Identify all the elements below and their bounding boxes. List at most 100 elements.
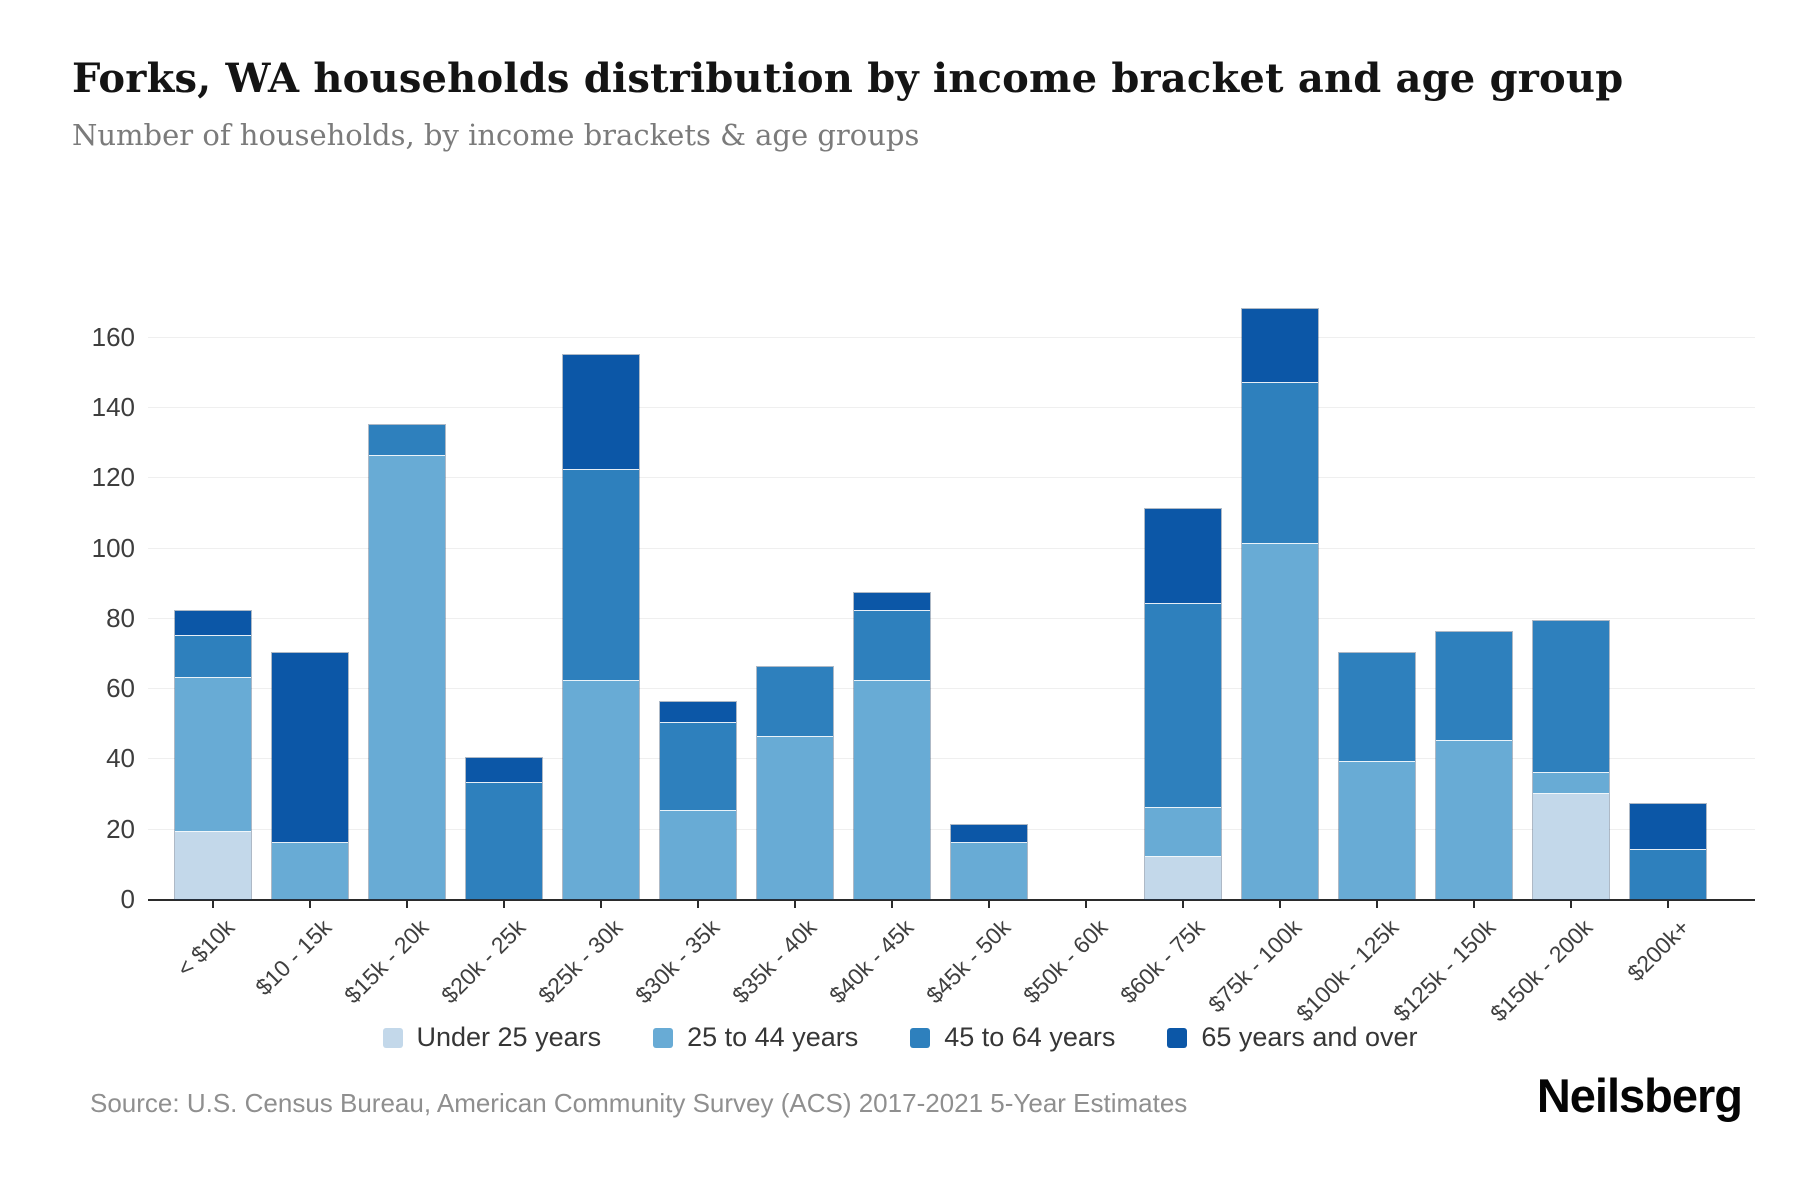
- x-axis-tick: [891, 901, 893, 908]
- gridline: [148, 407, 1755, 409]
- x-axis-tick-label: $75k - 100k: [1203, 914, 1307, 1018]
- x-axis-tick-label: $200k+: [1622, 914, 1695, 987]
- x-axis-tick: [406, 901, 408, 908]
- y-axis-tick-label: 100: [91, 532, 135, 563]
- bar-segment: [660, 723, 736, 812]
- x-axis-tick-label: $50k - 60k: [1018, 914, 1113, 1009]
- bar-125k-150k: [1435, 631, 1513, 900]
- bar-segment: [854, 593, 930, 611]
- bar-segment: [660, 811, 736, 899]
- x-axis-tick: [1279, 901, 1281, 908]
- y-axis-tick-label: 80: [106, 602, 135, 633]
- legend-item[interactable]: 45 to 64 years: [910, 1022, 1115, 1053]
- x-axis-tick-label: $100k - 125k: [1290, 914, 1404, 1027]
- bar-segment: [1145, 603, 1221, 808]
- x-axis-tick-label: $60k - 75k: [1115, 914, 1210, 1009]
- bar-25k-30k: [562, 353, 640, 900]
- bar-segment: [563, 354, 639, 471]
- y-axis-tick-label: 0: [120, 884, 135, 914]
- bar-segment: [1339, 653, 1415, 762]
- bar-segment: [563, 470, 639, 682]
- bar-segment: [757, 737, 833, 899]
- bar-45k-50k: [950, 824, 1028, 900]
- x-axis-line: [148, 899, 1755, 901]
- bar-segment: [757, 667, 833, 738]
- page-title: Forks, WA households distribution by inc…: [72, 55, 1624, 102]
- bar-10k: [174, 609, 252, 901]
- x-axis-tick: [794, 901, 796, 908]
- bar-35k-40k: [756, 666, 834, 900]
- gridline: [148, 758, 1755, 760]
- bar-segment: [660, 702, 736, 724]
- x-axis-tick: [1376, 901, 1378, 908]
- x-axis-tick: [988, 901, 990, 908]
- bar-150k-200k: [1532, 620, 1610, 900]
- x-axis-tick: [309, 901, 311, 908]
- bar-segment: [854, 681, 930, 899]
- bar-segment: [1145, 856, 1221, 899]
- chart-legend: Under 25 years 25 to 44 years 45 to 64 yea…: [0, 1022, 1800, 1053]
- bar-segment: [175, 635, 251, 678]
- bar-60k-75k: [1144, 508, 1222, 900]
- bar-segment: [1242, 544, 1318, 899]
- bar-segment: [1145, 509, 1221, 604]
- y-axis-tick-label: 120: [91, 462, 135, 493]
- x-axis-tick-label: $10 - 15k: [250, 914, 337, 1001]
- bar-segment: [1533, 621, 1609, 773]
- x-axis-tick: [1570, 901, 1572, 908]
- bar-segment: [1533, 772, 1609, 794]
- bar-segment: [466, 783, 542, 899]
- x-axis-tick-label: $25k - 30k: [533, 914, 628, 1009]
- bar-segment: [175, 832, 251, 899]
- legend-swatch: [382, 1027, 403, 1048]
- x-axis-tick: [1667, 901, 1669, 908]
- x-axis-tick: [600, 901, 602, 908]
- gridline: [148, 336, 1755, 338]
- bar-segment: [951, 825, 1027, 843]
- x-axis-tick: [1182, 901, 1184, 908]
- gridline: [148, 477, 1755, 479]
- bar-segment: [1630, 849, 1706, 899]
- bar-segment: [369, 424, 445, 457]
- x-axis-tick: [697, 901, 699, 908]
- legend-item[interactable]: Under 25 years: [382, 1022, 601, 1053]
- y-axis-tick-label: 160: [91, 321, 135, 352]
- source-note: Source: U.S. Census Bureau, American Com…: [90, 1088, 1188, 1118]
- bar-segment: [951, 842, 1027, 899]
- legend-label: 45 to 64 years: [944, 1022, 1116, 1052]
- bar-segment: [175, 610, 251, 636]
- bar-segment: [1242, 308, 1318, 383]
- bar-segment: [1630, 804, 1706, 850]
- bar-segment: [272, 653, 348, 843]
- x-axis-tick-label: $40k - 45k: [824, 914, 919, 1009]
- gridline: [148, 547, 1755, 549]
- gridline: [148, 688, 1755, 690]
- x-axis-tick: [212, 901, 214, 908]
- y-axis-tick-label: 20: [106, 813, 135, 844]
- bar-segment: [466, 758, 542, 784]
- x-axis-tick-label: $150k - 200k: [1484, 914, 1598, 1027]
- legend-swatch: [910, 1027, 931, 1048]
- bar-20k-25k: [465, 757, 543, 900]
- bar-segment: [563, 681, 639, 899]
- bar-100k-125k: [1338, 652, 1416, 900]
- bar-segment: [1436, 632, 1512, 741]
- y-axis-tick-label: 140: [91, 392, 135, 423]
- x-axis-tick: [503, 901, 505, 908]
- brand-logo: Neilsberg: [1536, 1069, 1743, 1122]
- bar-segment: [369, 456, 445, 899]
- legend-swatch: [653, 1027, 674, 1048]
- bar-segment: [854, 610, 930, 682]
- x-axis-tick-label: $125k - 150k: [1387, 914, 1501, 1027]
- bar-segment: [1242, 382, 1318, 545]
- legend-item[interactable]: 25 to 44 years: [653, 1022, 858, 1053]
- x-axis-tick: [1473, 901, 1475, 908]
- legend-item[interactable]: 65 years and over: [1167, 1022, 1418, 1053]
- x-axis-tick: [1085, 901, 1087, 908]
- legend-label: 25 to 44 years: [687, 1022, 859, 1052]
- bar-15k-20k: [368, 423, 446, 901]
- x-axis-tick-label: $30k - 35k: [630, 914, 725, 1009]
- bar-30k-35k: [659, 701, 737, 900]
- bar-segment: [1339, 761, 1415, 899]
